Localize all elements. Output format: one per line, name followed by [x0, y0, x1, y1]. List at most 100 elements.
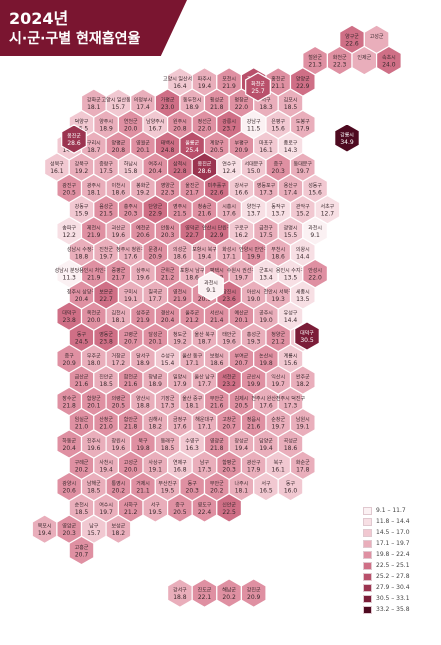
region-name: 홍천군 [271, 75, 285, 82]
region-name: 남원시 [296, 416, 310, 423]
region-name: 북구 [274, 460, 284, 466]
region-name: 울산 북구 [195, 331, 215, 338]
region-name: 과천시 [308, 225, 322, 232]
region-value: 18.5 [284, 104, 298, 111]
featured-hex-shape [294, 321, 320, 351]
region-value: 21.1 [136, 488, 150, 495]
region-value: 22.0 [235, 104, 249, 111]
region-value: 20.1 [87, 402, 101, 409]
region-value: 13.4 [259, 275, 273, 282]
region-value: 20.5 [210, 147, 224, 154]
featured-hex-shape [61, 124, 87, 154]
region-value: 21.9 [87, 232, 101, 239]
region-value: 22.6 [345, 40, 359, 47]
region-name: 송파구 [62, 225, 76, 232]
region-value: 20.5 [235, 402, 249, 409]
featured-hex-shape [245, 72, 271, 102]
region-name: 시흥시 [222, 203, 236, 210]
region-value: 20.1 [136, 147, 150, 154]
region-name: 진도군 [198, 587, 212, 594]
region-name: 화순군 [296, 459, 310, 466]
region-name: 부천시 [271, 246, 285, 253]
region-name: 진안군 [99, 374, 113, 381]
region-value: 19.1 [124, 296, 138, 303]
region-name: 수원시 권선구 [227, 267, 257, 274]
region-value: 19.6 [222, 339, 236, 346]
region-name: 중구 [274, 162, 284, 168]
region-name: 청주시 상당구 [67, 288, 97, 295]
region-value: 19.7 [235, 275, 249, 282]
region-value: 16.2 [235, 232, 249, 239]
region-name: 군포시 [259, 268, 273, 274]
region-value: 19.1 [296, 424, 310, 431]
region-name: 목포시 [38, 524, 52, 530]
legend-label: 30.5 – 33.1 [376, 595, 410, 602]
region-name: 연수구 [222, 161, 236, 168]
region-value: 18.7 [87, 147, 101, 154]
region-value: 21.8 [210, 104, 224, 111]
region-value: 12.7 [321, 211, 335, 218]
region-value: 19.6 [112, 232, 126, 239]
legend-item: 14.5 – 17.0 [363, 527, 439, 538]
region-value: 22.7 [186, 232, 200, 239]
region-value: 19.8 [259, 360, 273, 367]
region-name: 성주군 [136, 310, 150, 317]
region-value: 20.4 [149, 168, 163, 175]
legend-item: 22.5 – 25.1 [363, 560, 439, 571]
region-name: 구리시 [87, 139, 101, 146]
region-value: 20.7 [235, 360, 249, 367]
region-value: 24.0 [382, 62, 396, 69]
region-name: 산청군 [99, 416, 113, 423]
region-name: 서천군 [222, 374, 236, 381]
region-name: 의성군 [173, 246, 187, 253]
region-name: 태안군 [222, 331, 236, 338]
region-value: 19.7 [272, 381, 286, 388]
region-value: 13.5 [284, 275, 298, 282]
region-value: 21.6 [210, 402, 224, 409]
region-name: 동두천시 [183, 97, 201, 104]
region-name: 동구 [77, 332, 87, 338]
region-name: 태백시 [161, 139, 175, 146]
region-name: 단양군 [148, 203, 162, 210]
region-name: 여수시 [99, 501, 113, 508]
region-name: 김포시 [284, 97, 298, 104]
region-value: 21.5 [173, 211, 187, 218]
region-name: 옹진군 [198, 161, 212, 168]
region-name: 강남구 [247, 118, 261, 125]
region-name: 증평군 [111, 267, 125, 274]
region-name: 동구 [188, 481, 198, 487]
region-name: 남양주시 [146, 118, 164, 125]
region-name: 영주시 [173, 203, 187, 210]
region-name: 금정구 [173, 416, 187, 423]
region-name: 양양군 [296, 75, 310, 82]
region-value: 17.8 [296, 466, 310, 473]
region-value: 18.1 [87, 189, 101, 196]
region-value: 16.6 [235, 189, 249, 196]
legend-swatch [363, 605, 372, 614]
region-name: 양구군 [345, 33, 359, 40]
region-value: 20.3 [63, 530, 77, 537]
region-name: 전주시 덕진구 [276, 395, 306, 402]
region-value: 13.7 [272, 211, 286, 218]
region-value: 21.5 [99, 211, 113, 218]
region-value: 20.3 [272, 168, 286, 175]
region-name: 사하구 [124, 501, 138, 508]
region-value: 17.1 [198, 424, 212, 431]
region-name: 완주군 [296, 374, 310, 381]
region-value: 18.9 [99, 126, 113, 133]
region-name: 포천시 [222, 75, 236, 82]
region-value: 20.4 [75, 296, 89, 303]
region-name: 용산구 [284, 182, 298, 189]
region-value: 15.2 [296, 211, 310, 218]
region-value: 16.1 [259, 147, 273, 154]
region-value: 18.1 [87, 104, 101, 111]
region-value: 21.8 [124, 424, 138, 431]
region-value: 23.7 [222, 126, 236, 133]
region-value: 17.3 [198, 466, 212, 473]
region-value: 21.8 [63, 402, 77, 409]
region-value: 22.8 [173, 168, 187, 175]
